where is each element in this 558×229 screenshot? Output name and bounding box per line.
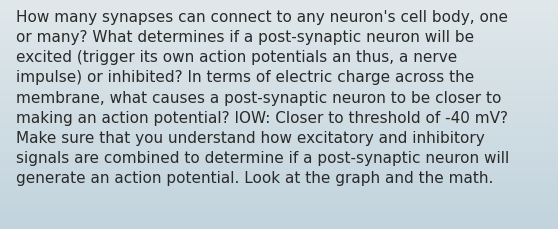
Text: How many synapses can connect to any neuron's cell body, one
or many? What deter: How many synapses can connect to any neu… [16, 10, 509, 185]
